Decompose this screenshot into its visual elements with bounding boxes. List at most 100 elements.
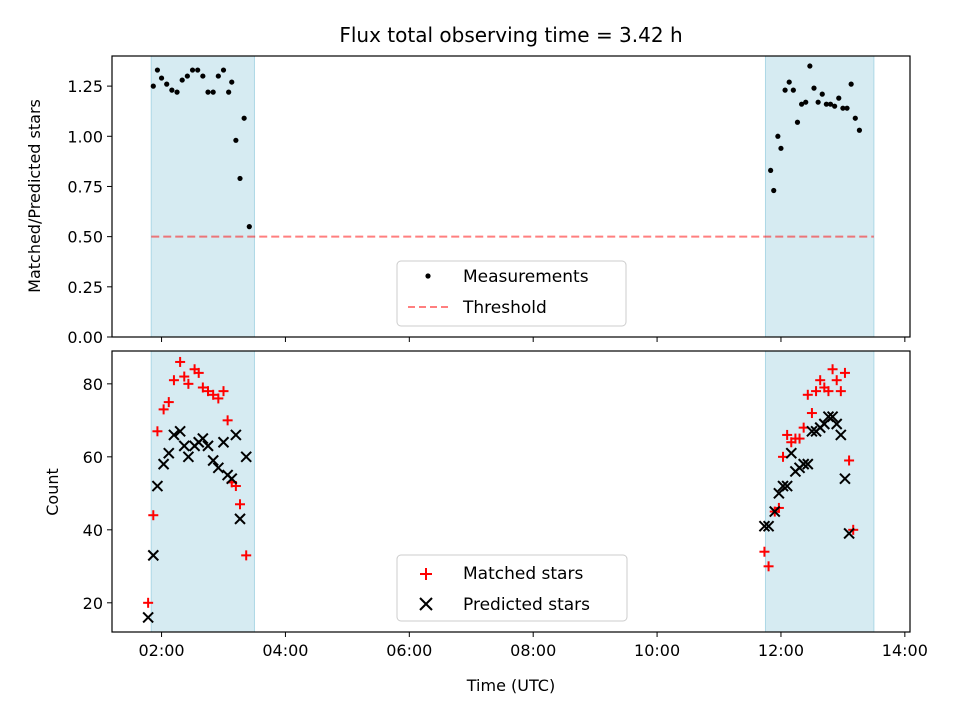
x-tick-label: 06:00 bbox=[386, 641, 432, 660]
matched-star-point bbox=[183, 378, 194, 389]
y-tick-label: 0.50 bbox=[67, 228, 103, 247]
predicted-star-point bbox=[797, 458, 810, 470]
predicted-star-point bbox=[234, 513, 246, 525]
count-panel-frame bbox=[111, 350, 911, 633]
measurement-point bbox=[210, 89, 216, 95]
predicted-star-point bbox=[781, 480, 793, 492]
measurement-point bbox=[807, 63, 813, 69]
legend-predicted-label: Predicted stars bbox=[463, 595, 590, 615]
count-legend: Matched stars Predicted stars bbox=[396, 554, 628, 622]
matched-star-point bbox=[782, 429, 793, 440]
ratio-panel: 0.00 0.25 0.50 0.75 1.00 1.25 Matched/Predict… bbox=[25, 55, 911, 347]
measurement-point bbox=[768, 167, 774, 174]
measurement-point bbox=[832, 103, 838, 109]
measurement-point bbox=[200, 73, 206, 79]
matched-star-point bbox=[823, 386, 834, 397]
predicted-star-point bbox=[762, 520, 775, 532]
measurement-point bbox=[771, 187, 777, 194]
measurement-point bbox=[220, 67, 227, 73]
measurement-point bbox=[856, 127, 863, 133]
predicted-star-point bbox=[174, 425, 186, 437]
y-tick-label: 1.25 bbox=[67, 77, 103, 96]
measurement-point bbox=[803, 99, 809, 105]
predicted-star-point bbox=[240, 451, 252, 463]
predicted-star-point bbox=[777, 480, 789, 492]
measurement-point bbox=[778, 145, 784, 151]
matched-star-point bbox=[213, 393, 224, 404]
y-tick-label: 0.75 bbox=[67, 177, 103, 196]
predicted-star-point bbox=[802, 458, 814, 470]
legend-measurements-marker bbox=[425, 273, 431, 279]
matched-star-point bbox=[241, 550, 252, 561]
matched-star-point bbox=[203, 386, 214, 397]
measurement-point bbox=[775, 133, 781, 139]
measurement-point bbox=[205, 89, 211, 95]
predicted-star-point bbox=[769, 505, 781, 518]
predicted-star-point bbox=[785, 447, 797, 459]
measurement-point bbox=[782, 87, 788, 93]
matched-star-point bbox=[218, 386, 229, 397]
matched-star-point bbox=[815, 375, 826, 386]
matched-star-point bbox=[143, 597, 154, 608]
measurement-point bbox=[237, 175, 243, 182]
matched-star-point bbox=[168, 375, 179, 386]
predicted-star-point bbox=[839, 473, 851, 485]
x-tick-label: 08:00 bbox=[510, 641, 556, 660]
matched-star-point bbox=[839, 367, 850, 378]
measurement-point bbox=[819, 91, 825, 97]
matched-star-point bbox=[197, 382, 208, 393]
measurement-point bbox=[836, 95, 842, 101]
matched-star-point bbox=[152, 426, 163, 437]
predicted-star-point bbox=[217, 436, 230, 448]
measurement-point bbox=[195, 67, 201, 73]
ratio-legend: Measurements Threshold bbox=[396, 260, 627, 327]
matched-star-point bbox=[222, 415, 233, 426]
matched-star-point bbox=[844, 455, 855, 466]
matched-star-point bbox=[811, 386, 822, 397]
measurement-point bbox=[811, 85, 817, 91]
measurement-point bbox=[815, 99, 821, 105]
y-tick-label: 40 bbox=[83, 521, 103, 540]
predicted-star-point bbox=[163, 447, 175, 459]
predicted-star-point bbox=[182, 451, 195, 463]
x-tick-label: 10:00 bbox=[634, 641, 680, 660]
measurement-point bbox=[169, 87, 175, 93]
count-xlabel: Time (UTC) bbox=[466, 676, 555, 695]
predicted-star-point bbox=[151, 480, 164, 492]
measurement-point bbox=[215, 73, 221, 79]
predicted-star-point bbox=[758, 520, 771, 532]
measurement-point bbox=[174, 89, 180, 95]
measurement-point bbox=[823, 101, 829, 107]
predicted-star-point bbox=[168, 429, 180, 441]
measurement-point bbox=[786, 79, 792, 85]
measurement-point bbox=[241, 115, 247, 121]
predicted-star-point bbox=[826, 410, 839, 423]
measurement-point bbox=[184, 73, 190, 79]
measurement-point bbox=[848, 81, 854, 87]
predicted-star-point bbox=[843, 527, 855, 540]
legend-predicted-marker bbox=[419, 597, 433, 611]
observing-window-shade bbox=[150, 350, 255, 633]
measurement-point bbox=[229, 79, 235, 85]
predicted-star-point bbox=[157, 458, 170, 470]
measurement-point bbox=[154, 67, 161, 73]
y-tick-label: 80 bbox=[83, 375, 103, 394]
predicted-star-point bbox=[147, 549, 160, 562]
x-tick-label: 02:00 bbox=[138, 641, 184, 660]
legend-measurements-label: Measurements bbox=[463, 267, 589, 287]
measurement-point bbox=[158, 75, 165, 81]
matched-star-point bbox=[802, 389, 813, 400]
measurement-point bbox=[226, 89, 232, 95]
legend-threshold-label: Threshold bbox=[462, 298, 547, 318]
count-ylabel: Count bbox=[43, 468, 62, 516]
predicted-star-point bbox=[806, 425, 818, 437]
matched-star-point bbox=[806, 408, 817, 419]
predicted-star-point bbox=[830, 418, 843, 430]
measurement-point bbox=[189, 67, 196, 73]
x-tick-label: 12:00 bbox=[758, 641, 804, 660]
y-tick-label: 20 bbox=[83, 594, 103, 613]
matched-star-point bbox=[235, 499, 246, 510]
measurement-point bbox=[790, 87, 796, 93]
matched-star-point bbox=[148, 510, 159, 521]
